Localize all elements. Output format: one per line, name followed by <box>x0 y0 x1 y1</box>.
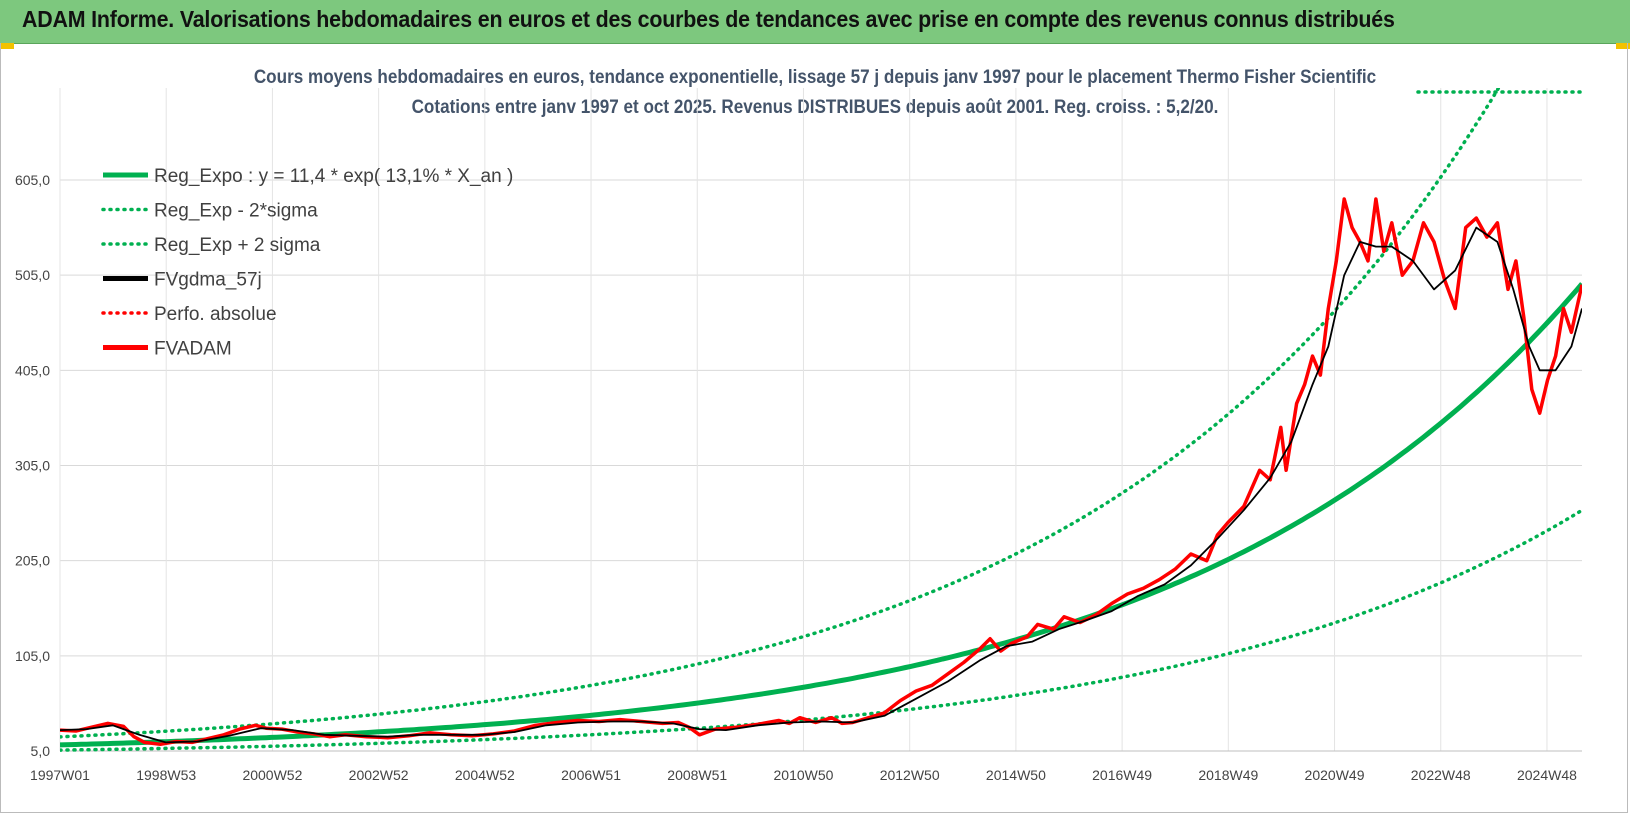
y-tick-label: 305,0 <box>15 458 50 474</box>
corner-marker-left <box>0 43 14 49</box>
plot-area <box>60 88 1584 752</box>
y-tick-label: 205,0 <box>15 553 50 569</box>
y-tick-label: 405,0 <box>15 362 50 378</box>
x-tick-label: 2010W50 <box>774 767 834 783</box>
series-fvgdma-57j <box>60 226 1582 744</box>
x-tick-label: 2014W50 <box>986 767 1046 783</box>
chart-frame <box>0 43 1628 813</box>
x-axis-ticks: 1997W01 1998W53 2000W52 2002W52 2004W52 2006W… <box>30 767 1577 783</box>
report-title: ADAM Informe. Valorisations hebdomadaire… <box>22 6 1395 32</box>
x-tick-label: 2004W52 <box>455 767 515 783</box>
series-reg-exp-plus-2sigma <box>60 88 1501 739</box>
y-tick-label: 5,0 <box>31 743 51 759</box>
chart-title-line-2: Cotations entre janv 1997 et oct 2025. R… <box>411 97 1219 118</box>
x-tick-label: 2018W49 <box>1198 767 1258 783</box>
x-tick-label: 1998W53 <box>136 767 196 783</box>
legend-label: FVgdma_57j <box>154 270 262 291</box>
y-tick-label: 105,0 <box>15 648 50 664</box>
x-tick-label: 2016W49 <box>1092 767 1152 783</box>
x-tick-label: 2006W51 <box>561 767 621 783</box>
y-tick-label: 605,0 <box>15 172 50 188</box>
x-tick-label: 2008W51 <box>667 767 727 783</box>
gridlines <box>59 88 1582 752</box>
y-tick-label: 505,0 <box>15 267 50 283</box>
legend-label: Perfo. absolue <box>154 304 277 325</box>
x-tick-label: 2022W48 <box>1411 767 1471 783</box>
x-tick-label: 2012W50 <box>880 767 940 783</box>
legend-label: Reg_Exp + 2 sigma <box>154 235 321 256</box>
x-tick-label: 2024W48 <box>1517 767 1577 783</box>
x-tick-label: 2000W52 <box>242 767 302 783</box>
legend-label: Reg_Exp - 2*sigma <box>154 201 318 222</box>
report-banner: ADAM Informe. Valorisations hebdomadaire… <box>0 0 1630 44</box>
x-tick-label: 2002W52 <box>349 767 409 783</box>
legend-label: FVADAM <box>154 339 232 360</box>
y-axis-ticks: 605,0 505,0 405,0 305,0 205,0 105,0 5,0 <box>15 172 50 759</box>
legend-label: Reg_Expo : y = 11,4 * exp( 13,1% * X_an … <box>154 166 513 187</box>
series-reg-expo <box>60 282 1582 748</box>
series-fvadam <box>60 197 1582 747</box>
x-tick-label: 2020W49 <box>1305 767 1365 783</box>
x-tick-label: 1997W01 <box>30 767 90 783</box>
corner-marker-right <box>1616 43 1630 49</box>
legend: Reg_Expo : y = 11,4 * exp( 13,1% * X_an … <box>101 166 513 360</box>
series-reg-exp-minus-2sigma <box>60 508 1582 752</box>
chart-title-line-1: Cours moyens hebdomadaires en euros, ten… <box>253 67 1377 88</box>
